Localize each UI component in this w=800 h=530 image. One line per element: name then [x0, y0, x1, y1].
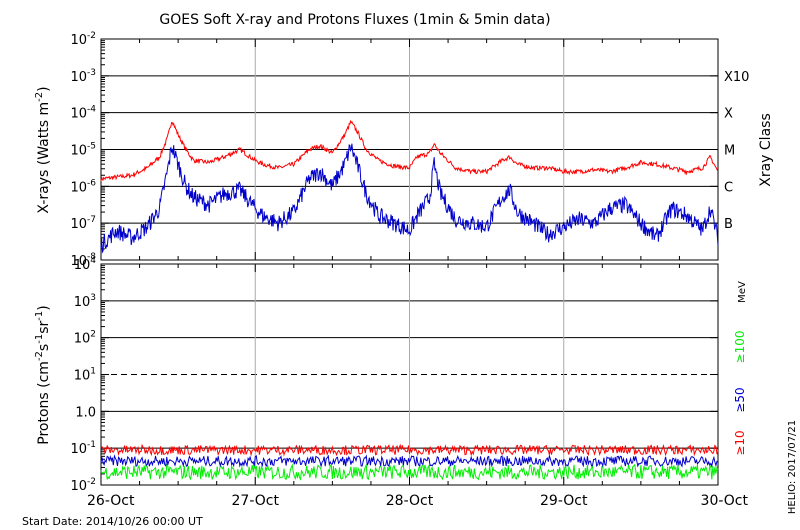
xray-y-tick-label: 10-6	[70, 178, 96, 195]
protons-series	[100, 454, 719, 469]
xray-panel: 10-8 10-7 10-6 10-5 10-4 10-3 10-2 B C M X X10 Xra…	[34, 31, 774, 269]
protons-y-tick-label: 104	[74, 256, 97, 273]
protons-legend-entry: ≥50	[733, 387, 747, 412]
xray-y-tick-label: 10-3	[70, 68, 96, 85]
protons-y-tick-label: 103	[74, 293, 96, 310]
start-date-label: Start Date: 2014/10/26 00:00 UT	[22, 515, 203, 528]
chart-title: GOES Soft X-ray and Protons Fluxes (1min…	[159, 12, 550, 28]
xray-y-tick-label: 10-4	[70, 105, 96, 122]
x-tick-label: 27-Oct	[232, 493, 280, 509]
protons-y-ticks: 104 103 102 101 1.0 10-1 10-2	[70, 256, 718, 494]
xray-long-series	[100, 119, 719, 182]
xray-class-labels: B C M X X10	[724, 70, 749, 232]
x-tick-label: 29-Oct	[540, 493, 588, 509]
protons-panel: 104 103 102 101 1.0 10-1 10-2 MeV ≥10 ≥50 ≥100 Pr…	[34, 256, 748, 494]
protons-series-lines	[100, 443, 719, 481]
x-tick-label: 28-Oct	[386, 493, 434, 509]
x-tick-label: 30-Oct	[701, 493, 749, 509]
protons-y-tick-label: 10-1	[70, 440, 96, 457]
xray-class-label: B	[724, 217, 733, 232]
xray-y-tick-label: 10-7	[70, 215, 96, 232]
protons-y-tick-label: 101	[74, 367, 96, 384]
protons-unit-label: MeV	[737, 281, 748, 303]
xray-class-axis-label: Xray Class	[758, 113, 774, 187]
protons-y-tick-label: 10-2	[70, 477, 96, 494]
protons-y-tick-label: 102	[74, 330, 96, 347]
xray-y-tick-label: 10-8	[70, 252, 96, 269]
protons-y-tick-label: 1.0	[75, 405, 96, 420]
xray-series-lines	[100, 119, 719, 254]
xray-short-series	[100, 143, 719, 254]
credit-label: HELIO: 2017/07/21	[787, 420, 798, 514]
protons-legend-entry: ≥10	[733, 430, 747, 455]
xray-class-label: X	[724, 107, 733, 122]
xray-class-label: X10	[724, 70, 749, 85]
xray-y-tick-label: 10-2	[70, 31, 96, 48]
x-axis-ticks: 26-Oct 27-Oct 28-Oct 29-Oct 30-Oct	[87, 39, 749, 509]
xray-y-tick-label: 10-5	[70, 142, 96, 159]
protons-y-axis-label: Protons (cm-2s-1sr-1)	[34, 305, 52, 444]
protons-series	[100, 443, 719, 457]
protons-day-gridlines	[254, 264, 565, 485]
xray-y-axis-label: X-rays (Watts m-2)	[34, 86, 52, 213]
xray-class-label: M	[724, 144, 735, 159]
protons-energy-legend: MeV ≥10 ≥50 ≥100	[733, 281, 748, 456]
x-tick-label: 26-Oct	[87, 493, 135, 509]
protons-legend-entry: ≥100	[733, 331, 747, 364]
xray-class-label: C	[724, 180, 733, 195]
